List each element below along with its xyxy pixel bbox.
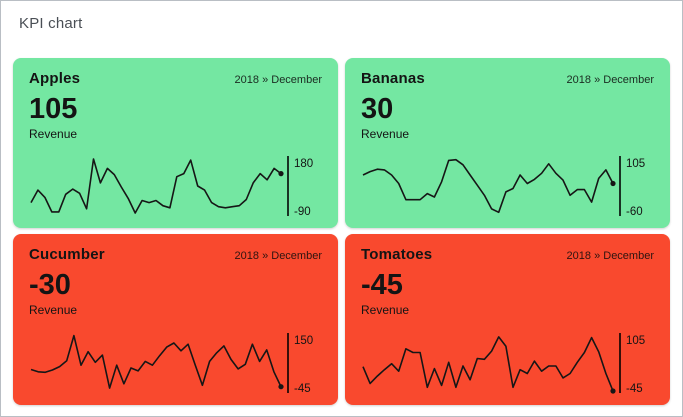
- tile-header: Cucumber 2018 » December: [29, 246, 322, 263]
- metric-label: Revenue: [361, 302, 410, 317]
- spark-axis-max-label: 105: [626, 158, 645, 170]
- kpi-value: 105: [29, 93, 78, 125]
- sparkline-chart: 180 -90: [29, 154, 322, 218]
- spark-axis-min-label: -45: [294, 383, 311, 395]
- spark-line: [362, 336, 614, 392]
- tile-title: Bananas: [361, 70, 425, 87]
- tile-header: Tomatoes 2018 » December: [361, 246, 654, 263]
- spark-axis-min-label: -60: [626, 206, 643, 218]
- spark-last-point: [610, 388, 616, 394]
- metric-label: Revenue: [29, 126, 78, 141]
- metric-label: Revenue: [361, 126, 410, 141]
- tile-title: Tomatoes: [361, 246, 433, 263]
- tile-period: 2018 » December: [566, 250, 654, 262]
- tile-period: 2018 » December: [234, 250, 322, 262]
- spark-axis-min-label: -45: [626, 383, 643, 395]
- tile-header: Apples 2018 » December: [29, 70, 322, 87]
- kpi-grid: Apples 2018 » December 105 Revenue 180 -9…: [13, 58, 670, 405]
- tile-period: 2018 » December: [566, 74, 654, 86]
- spark-axis-min-label: -90: [294, 206, 311, 218]
- spark-line: [30, 334, 282, 389]
- sparkline-chart: 150 -45: [29, 331, 322, 395]
- spark-last-point: [278, 384, 284, 390]
- kpi-tile-tomatoes[interactable]: Tomatoes 2018 » December -45 Revenue 105…: [345, 234, 670, 405]
- kpi-value: -30: [29, 269, 71, 301]
- spark-last-point: [610, 180, 616, 187]
- spark-line: [362, 158, 614, 214]
- tile-title: Apples: [29, 70, 81, 87]
- kpi-tile-cucumber[interactable]: Cucumber 2018 » December -30 Revenue 150…: [13, 234, 338, 405]
- kpi-tile-bananas[interactable]: Bananas 2018 » December 30 Revenue 105 -6…: [345, 58, 670, 228]
- kpi-value: 30: [361, 93, 394, 125]
- tile-title: Cucumber: [29, 246, 105, 263]
- spark-axis-max-label: 180: [294, 158, 313, 170]
- spark-last-point: [278, 171, 284, 177]
- spark-axis-max-label: 150: [294, 335, 313, 347]
- spark-axis-max-label: 105: [626, 335, 645, 347]
- spark-line: [30, 158, 282, 214]
- metric-label: Revenue: [29, 302, 78, 317]
- sparkline-chart: 105 -60: [361, 154, 654, 218]
- tile-header: Bananas 2018 » December: [361, 70, 654, 87]
- tile-period: 2018 » December: [234, 74, 322, 86]
- sparkline-chart: 105 -45: [361, 331, 654, 395]
- page-title: KPI chart: [19, 15, 83, 32]
- kpi-tile-apples[interactable]: Apples 2018 » December 105 Revenue 180 -9…: [13, 58, 338, 228]
- kpi-value: -45: [361, 269, 403, 301]
